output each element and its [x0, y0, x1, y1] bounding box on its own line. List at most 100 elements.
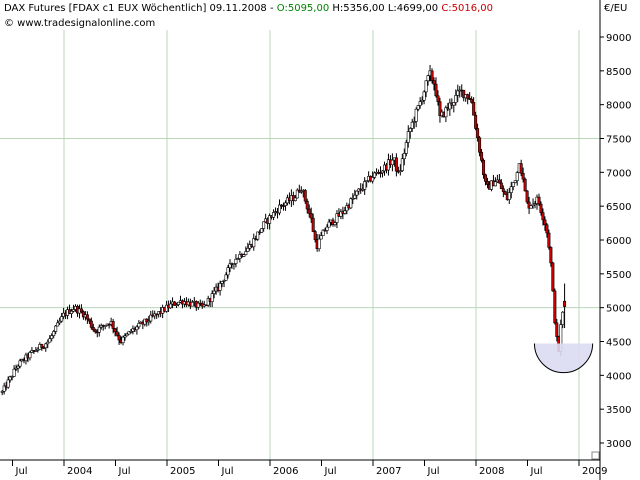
candle-body [527, 201, 531, 209]
candle-body [127, 331, 131, 335]
candle-body [547, 232, 551, 248]
candle-body [12, 368, 16, 377]
candle-body [420, 99, 424, 102]
candle-body [335, 213, 339, 223]
candle-body [232, 263, 236, 265]
y-tick-label: 4000 [606, 371, 631, 382]
y-tick-label: 7500 [606, 135, 631, 146]
candle-body [169, 303, 173, 309]
candle-body [281, 205, 285, 207]
candle-body [268, 215, 272, 224]
candle-body [234, 258, 238, 264]
x-tick-label: 2004 [67, 466, 92, 477]
candle-body [353, 194, 357, 199]
candle-body [470, 98, 474, 103]
low-value: L:4699,00 [387, 3, 439, 14]
candle-body [363, 181, 367, 190]
candle-body [448, 102, 452, 110]
candle-body [541, 212, 545, 221]
y-tick-label: 6500 [606, 202, 631, 213]
candle-body [224, 274, 228, 281]
candle-body [430, 70, 434, 81]
candle-body [149, 314, 153, 322]
candle-body [113, 328, 117, 333]
candle-body [256, 231, 260, 240]
candle-body [551, 262, 555, 292]
candle-body [319, 235, 323, 240]
candle-body [50, 335, 54, 339]
candle-body [228, 263, 232, 268]
candle-body [468, 98, 472, 100]
candle-body [222, 280, 226, 282]
candle-body [129, 331, 133, 333]
x-tick-label: Jul [324, 466, 337, 477]
candle-body [408, 128, 412, 132]
y-tick-label: 5000 [606, 304, 631, 315]
candle-body [333, 222, 337, 225]
candle-body [509, 186, 513, 193]
candle-body [135, 326, 139, 331]
y-tick-label: 3000 [606, 439, 631, 450]
candle-body [402, 153, 406, 160]
candle-body [412, 121, 416, 123]
candle-body [444, 107, 448, 118]
candle-body [72, 309, 76, 312]
candle-body [493, 181, 497, 187]
candle-body [525, 190, 529, 203]
candle-body [325, 226, 329, 231]
candle-body [474, 114, 478, 129]
candle-body [123, 335, 127, 338]
candle-body [511, 182, 515, 187]
x-axis: Jul 2004 Jul 2005 Jul 2006 Jul 2007 Jul 2008 Jul 20… [12, 460, 607, 477]
x-tick-label: 2007 [376, 466, 401, 477]
candle-body [137, 323, 141, 328]
x-tick-label: Jul [15, 466, 28, 477]
candle-body [165, 304, 169, 312]
candle-body [48, 338, 52, 343]
candle-body [10, 376, 14, 378]
candle-body [91, 327, 95, 331]
candle-body [456, 90, 460, 96]
candle-body [272, 212, 276, 218]
x-tick-label: Jul [530, 466, 543, 477]
candle-body [462, 89, 466, 99]
candle-body [81, 311, 85, 318]
candle-body [484, 174, 488, 182]
candle-body [478, 137, 482, 153]
chart-header: DAX Futures [FDAX c1 EUX Wöchentlich] 09… [4, 3, 494, 14]
candle-body [345, 205, 349, 212]
instrument-label: DAX Futures [FDAX c1 EUX Wöchentlich] [4, 3, 207, 14]
candle-body [321, 229, 325, 236]
candle-body [416, 105, 420, 110]
candle-body [452, 102, 456, 106]
annotation [533, 343, 594, 374]
candle-body [244, 251, 248, 255]
candle-body [28, 352, 32, 359]
candles [0, 64, 567, 396]
candle-body [220, 281, 224, 284]
candle-body [549, 247, 553, 264]
candle-body [103, 325, 107, 327]
candle-body [89, 320, 93, 328]
candle-body [18, 360, 22, 367]
candle-body [309, 213, 313, 219]
x-tick-label: 2009 [582, 466, 607, 477]
candle-body [563, 300, 567, 307]
candle-body [339, 211, 343, 217]
candle-body [436, 95, 440, 102]
candle-body [426, 75, 430, 82]
y-tick-label: 3500 [606, 405, 631, 416]
candle-body [293, 197, 297, 201]
candle-body [398, 170, 402, 173]
candle-body [497, 179, 501, 184]
candle-body [499, 182, 503, 190]
y-tick-label: 6000 [606, 236, 631, 247]
candle-body [406, 131, 410, 143]
candle-body [394, 157, 398, 172]
candle-body [400, 158, 404, 172]
y-tick-label: 8000 [606, 101, 631, 112]
candle-body [58, 320, 62, 324]
candle-body [361, 189, 365, 191]
open-value: O:5095,00 [276, 3, 330, 14]
candle-body [343, 210, 347, 214]
